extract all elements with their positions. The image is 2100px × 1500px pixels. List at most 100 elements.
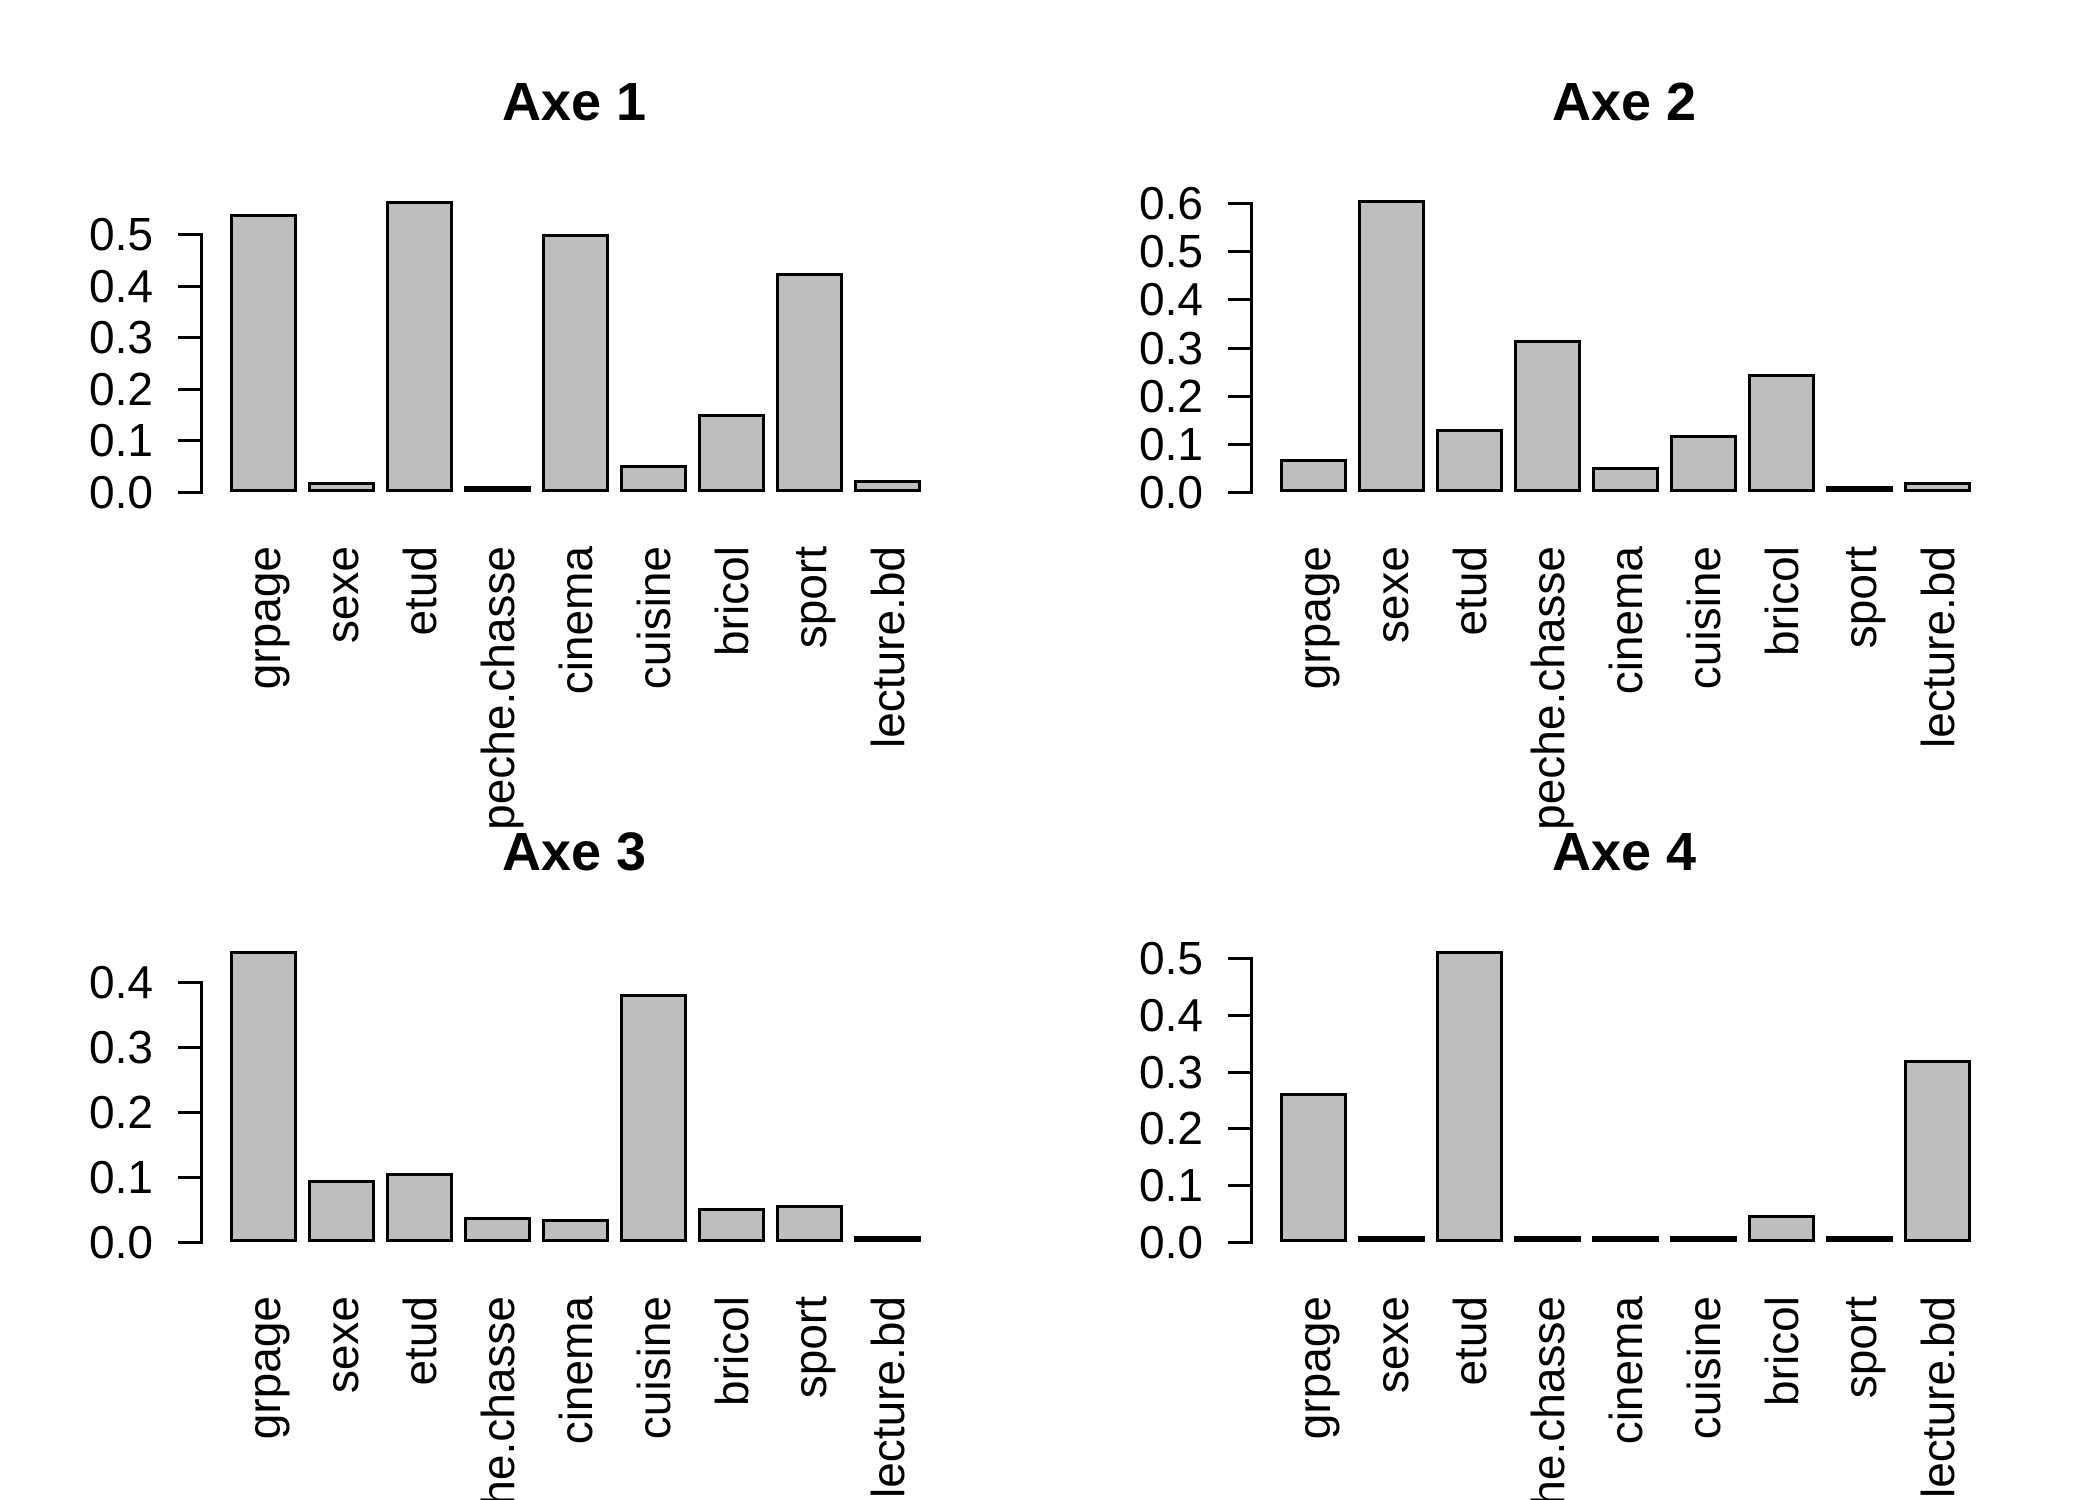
y-tick-label: 0.1	[1139, 1159, 1203, 1211]
x-category-label: lecture.bd	[1912, 1296, 1964, 1499]
bar-sport	[776, 1205, 843, 1242]
y-tick-label: 0.3	[1139, 322, 1203, 374]
x-category-label: etud	[394, 546, 446, 636]
y-axis-tick	[178, 388, 203, 391]
y-tick-label: 0.5	[89, 208, 153, 260]
y-axis-tick	[1228, 1014, 1253, 1017]
y-axis-tick	[1228, 395, 1253, 398]
bar-grpage	[230, 951, 297, 1242]
chart-title: Axe 4	[1551, 822, 1697, 882]
x-category-label: sexe	[1366, 1296, 1418, 1394]
bar-cuisine	[620, 994, 687, 1242]
x-category-label: lecture.bd	[862, 1296, 914, 1499]
y-axis-tick	[178, 491, 203, 494]
y-tick-label: 0.3	[89, 1021, 153, 1073]
barplot-axe-2: Axe 2 0.0 0.1 0.2 0.3 0.4 0.5 0.6 grpage sexe etu…	[1050, 0, 2100, 830]
bar-sport	[776, 273, 843, 492]
x-category-label: grpage	[1288, 546, 1340, 690]
bar-bricol	[1748, 1215, 1815, 1242]
y-tick-label: 0.3	[1139, 1046, 1203, 1098]
x-category-label: grpage	[238, 546, 290, 690]
y-tick-label: 0.6	[1139, 177, 1203, 229]
x-category-label: cinema	[550, 546, 602, 695]
y-tick-label: 0.0	[1139, 466, 1203, 518]
y-tick-label: 0.0	[1139, 1216, 1203, 1268]
bar-sexe	[308, 1180, 375, 1242]
y-tick-label: 0.1	[89, 1151, 153, 1203]
y-axis-tick	[178, 336, 203, 339]
y-tick-label: 0.2	[89, 1086, 153, 1138]
bar-peche.chasse	[464, 1217, 531, 1242]
y-axis-tick	[1228, 491, 1253, 494]
y-tick-label: 0.1	[89, 414, 153, 466]
x-category-label: cuisine	[628, 1296, 680, 1440]
bar-bricol	[698, 1208, 765, 1242]
x-category-label: cinema	[1600, 546, 1652, 695]
chart-title: Axe 1	[501, 72, 647, 132]
y-axis-tick	[178, 285, 203, 288]
bar-sport	[1826, 486, 1893, 492]
y-tick-label: 0.1	[1139, 418, 1203, 470]
bar-lecture.bd	[854, 1236, 921, 1242]
y-axis-tick	[1228, 298, 1253, 301]
x-category-label: lecture.bd	[862, 546, 914, 749]
x-category-label: bricol	[706, 546, 758, 656]
bar-lecture.bd	[1904, 1060, 1971, 1242]
y-axis-tick	[1228, 1071, 1253, 1074]
y-axis-tick	[1228, 1127, 1253, 1130]
bar-peche.chasse	[464, 486, 531, 492]
y-axis-tick	[178, 439, 203, 442]
chart-title: Axe 3	[501, 822, 647, 882]
y-axis-tick	[178, 233, 203, 236]
x-category-label: etud	[394, 1296, 446, 1386]
bar-sexe	[1358, 1236, 1425, 1242]
y-tick-label: 0.2	[89, 363, 153, 415]
y-axis-line	[200, 233, 203, 494]
bar-grpage	[1280, 459, 1347, 492]
y-tick-label: 0.5	[1139, 932, 1203, 984]
y-tick-label: 0.4	[1139, 989, 1203, 1041]
bar-cinema	[1592, 467, 1659, 492]
bar-etud	[386, 1173, 453, 1242]
x-category-label: peche.chasse	[1522, 1296, 1574, 1500]
bar-lecture.bd	[1904, 482, 1971, 492]
x-category-label: sport	[1834, 546, 1886, 649]
bar-bricol	[1748, 374, 1815, 492]
x-category-label: grpage	[1288, 1296, 1340, 1440]
x-category-label: cinema	[1600, 1296, 1652, 1445]
y-tick-label: 0.0	[89, 1216, 153, 1268]
bar-peche.chasse	[1514, 340, 1581, 492]
bar-cuisine	[1670, 435, 1737, 492]
y-axis-tick	[1228, 347, 1253, 350]
y-tick-label: 0.4	[89, 956, 153, 1008]
y-axis-tick	[1228, 443, 1253, 446]
y-tick-label: 0.4	[1139, 273, 1203, 325]
bar-peche.chasse	[1514, 1236, 1581, 1242]
x-category-label: cinema	[550, 1296, 602, 1445]
bar-cinema	[1592, 1236, 1659, 1242]
x-category-label: sexe	[316, 1296, 368, 1394]
bar-etud	[1436, 951, 1503, 1242]
barplot-axe-4: Axe 4 0.0 0.1 0.2 0.3 0.4 0.5 grpage sexe etud pe…	[1050, 750, 2100, 1500]
y-axis-tick	[1228, 1241, 1253, 1244]
y-tick-label: 0.4	[89, 260, 153, 312]
bar-grpage	[1280, 1093, 1347, 1242]
bar-etud	[386, 201, 453, 492]
x-category-label: grpage	[238, 1296, 290, 1440]
x-category-label: sport	[1834, 1296, 1886, 1399]
bar-cuisine	[620, 465, 687, 492]
chart-title: Axe 2	[1551, 72, 1697, 132]
bar-etud	[1436, 429, 1503, 492]
y-axis-tick	[178, 1046, 203, 1049]
x-category-label: bricol	[1756, 1296, 1808, 1406]
barplot-axe-3: Axe 3 0.0 0.1 0.2 0.3 0.4 grpage sexe etud peche…	[0, 750, 1050, 1500]
x-category-label: bricol	[706, 1296, 758, 1406]
x-category-label: sport	[784, 546, 836, 649]
x-category-label: sexe	[1366, 546, 1418, 644]
y-tick-label: 0.0	[89, 466, 153, 518]
x-category-label: cuisine	[1678, 546, 1730, 690]
y-axis-tick	[1228, 1184, 1253, 1187]
barplot-axe-1: Axe 1 0.0 0.1 0.2 0.3 0.4 0.5 grpage sexe etud pe…	[0, 0, 1050, 830]
y-tick-label: 0.3	[89, 311, 153, 363]
bar-cuisine	[1670, 1236, 1737, 1242]
